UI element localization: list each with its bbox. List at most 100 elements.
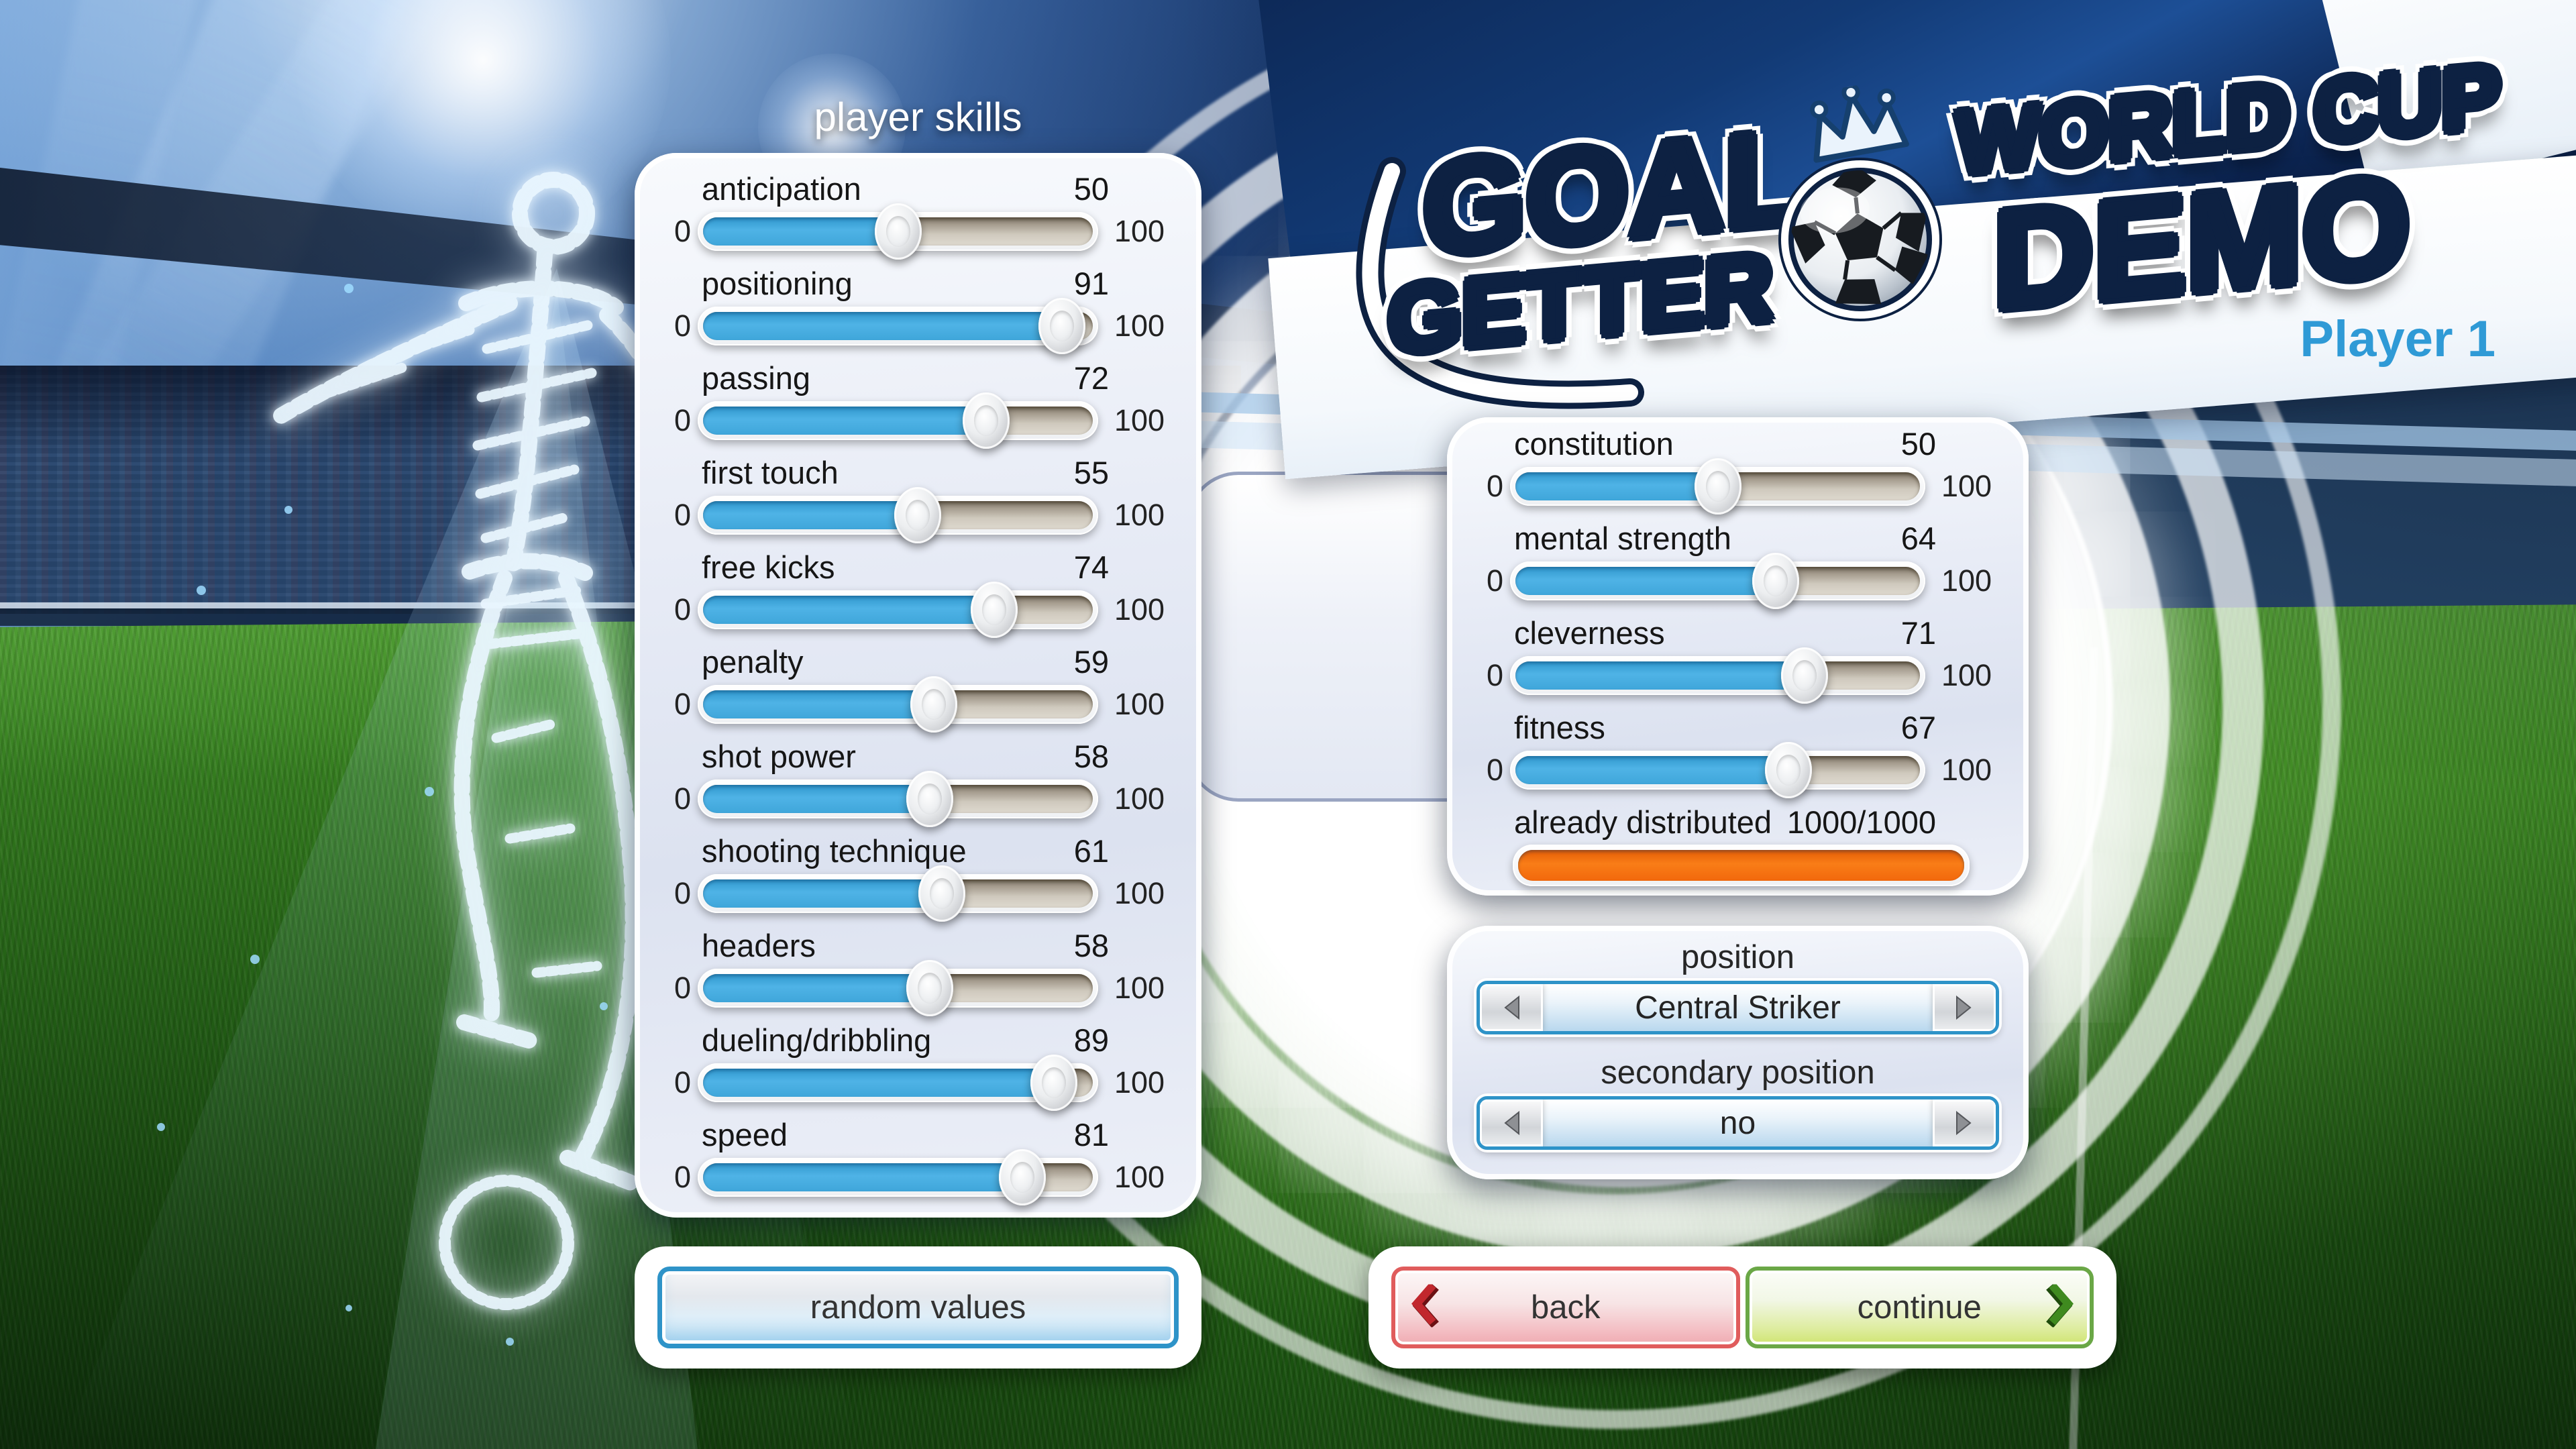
slider-knob[interactable] — [998, 1149, 1046, 1205]
skill-value: 81 — [1073, 1116, 1109, 1152]
min-label: 0 — [674, 498, 691, 532]
position-next-arrow-icon[interactable] — [1933, 984, 1996, 1031]
attribute-slider[interactable] — [1510, 553, 1925, 609]
attributes-panel: constitution 50 0 100 mental strength 64 0 100 c… — [1447, 417, 2029, 896]
continue-button[interactable]: continue — [1745, 1267, 2094, 1348]
attribute-slider[interactable] — [1510, 647, 1925, 704]
max-label: 100 — [1114, 876, 1165, 910]
skill-label: penalty — [702, 643, 804, 680]
slider-knob[interactable] — [970, 582, 1018, 638]
min-label: 0 — [674, 1160, 691, 1194]
back-button[interactable]: back — [1391, 1267, 1740, 1348]
slider-knob[interactable] — [1694, 458, 1741, 515]
skill-value: 61 — [1073, 833, 1109, 869]
random-values-label: random values — [810, 1289, 1026, 1326]
skill-row: passing 72 0 100 — [635, 360, 1201, 454]
max-label: 100 — [1114, 971, 1165, 1005]
skill-value: 59 — [1073, 643, 1109, 680]
attribute-label: cleverness — [1514, 614, 1665, 651]
skill-slider[interactable] — [698, 960, 1098, 1016]
attribute-row: fitness 67 0 100 — [1447, 709, 2029, 804]
slider-knob[interactable] — [1030, 1055, 1078, 1111]
skill-row: free kicks 74 0 100 — [635, 549, 1201, 643]
skill-label: free kicks — [702, 549, 835, 585]
slider-knob[interactable] — [874, 203, 922, 260]
skill-row: speed 81 0 100 — [635, 1116, 1201, 1211]
skill-row: shot power 58 0 100 — [635, 738, 1201, 833]
max-label: 100 — [1114, 782, 1165, 816]
position-prev-arrow-icon[interactable] — [1480, 984, 1543, 1031]
skill-value: 58 — [1073, 738, 1109, 774]
slider-knob[interactable] — [1764, 742, 1812, 798]
skill-slider[interactable] — [698, 582, 1098, 638]
slider-knob[interactable] — [1038, 298, 1086, 354]
max-label: 100 — [1114, 1160, 1165, 1194]
skill-slider[interactable] — [698, 1055, 1098, 1111]
slider-knob[interactable] — [910, 676, 958, 733]
min-label: 0 — [674, 309, 691, 343]
min-label: 0 — [1486, 658, 1503, 692]
skill-slider[interactable] — [698, 203, 1098, 260]
skill-slider[interactable] — [698, 771, 1098, 827]
position-value: Central Striker — [1635, 989, 1841, 1026]
max-label: 100 — [1114, 687, 1165, 721]
max-label: 100 — [1114, 592, 1165, 627]
min-label: 0 — [674, 782, 691, 816]
continue-chevron-icon — [2045, 1283, 2075, 1331]
min-label: 0 — [1486, 469, 1503, 503]
slider-knob[interactable] — [962, 392, 1010, 449]
skill-slider[interactable] — [698, 392, 1098, 449]
skill-row: first touch 55 0 100 — [635, 454, 1201, 549]
attribute-slider[interactable] — [1510, 742, 1925, 798]
min-label: 0 — [674, 403, 691, 437]
skill-slider[interactable] — [698, 676, 1098, 733]
soccer-ball-icon — [1778, 158, 1942, 321]
slider-knob[interactable] — [894, 487, 942, 543]
secondary-position-next-arrow-icon[interactable] — [1933, 1099, 1996, 1146]
random-values-button[interactable]: random values — [657, 1267, 1179, 1348]
distributed-row: already distributed 1000/1000 — [1447, 804, 2029, 840]
attribute-slider[interactable] — [1510, 458, 1925, 515]
max-label: 100 — [1941, 658, 1992, 692]
player-number-label: Player 1 — [2300, 311, 2496, 368]
skill-slider[interactable] — [698, 865, 1098, 922]
max-label: 100 — [1114, 309, 1165, 343]
position-panel: position Central Striker secondary posit… — [1447, 926, 2029, 1179]
distributed-value: 1000/1000 — [1786, 804, 1936, 840]
skill-value: 89 — [1073, 1022, 1109, 1058]
skills-panel-title: player skills — [814, 95, 1022, 140]
slider-knob[interactable] — [1781, 647, 1829, 704]
slider-knob[interactable] — [906, 960, 954, 1016]
slider-knob[interactable] — [906, 771, 954, 827]
skill-value: 91 — [1073, 265, 1109, 301]
attribute-value: 71 — [1900, 614, 1936, 651]
max-label: 100 — [1941, 469, 1992, 503]
skill-row: penalty 59 0 100 — [635, 643, 1201, 738]
skill-slider[interactable] — [698, 298, 1098, 354]
skill-slider[interactable] — [698, 487, 1098, 543]
attribute-value: 67 — [1900, 709, 1936, 745]
skill-label: passing — [702, 360, 810, 396]
random-values-container: random values — [635, 1246, 1201, 1368]
min-label: 0 — [1486, 753, 1503, 787]
skill-row: anticipation 50 0 100 — [635, 170, 1201, 265]
back-label: back — [1530, 1289, 1601, 1326]
secondary-position-value: no — [1719, 1105, 1756, 1141]
skill-slider[interactable] — [698, 1149, 1098, 1205]
max-label: 100 — [1941, 753, 1992, 787]
skill-label: anticipation — [702, 170, 861, 207]
min-label: 0 — [674, 876, 691, 910]
slider-knob[interactable] — [918, 865, 966, 922]
min-label: 0 — [674, 592, 691, 627]
continue-label: continue — [1857, 1289, 1982, 1326]
max-label: 100 — [1941, 564, 1992, 598]
min-label: 0 — [674, 971, 691, 1005]
attribute-row: constitution 50 0 100 — [1447, 425, 2029, 520]
min-label: 0 — [1486, 564, 1503, 598]
attribute-label: constitution — [1514, 425, 1674, 462]
skill-value: 55 — [1073, 454, 1109, 490]
slider-knob[interactable] — [1752, 553, 1800, 609]
skill-row: headers 58 0 100 — [635, 927, 1201, 1022]
secondary-position-prev-arrow-icon[interactable] — [1480, 1099, 1543, 1146]
